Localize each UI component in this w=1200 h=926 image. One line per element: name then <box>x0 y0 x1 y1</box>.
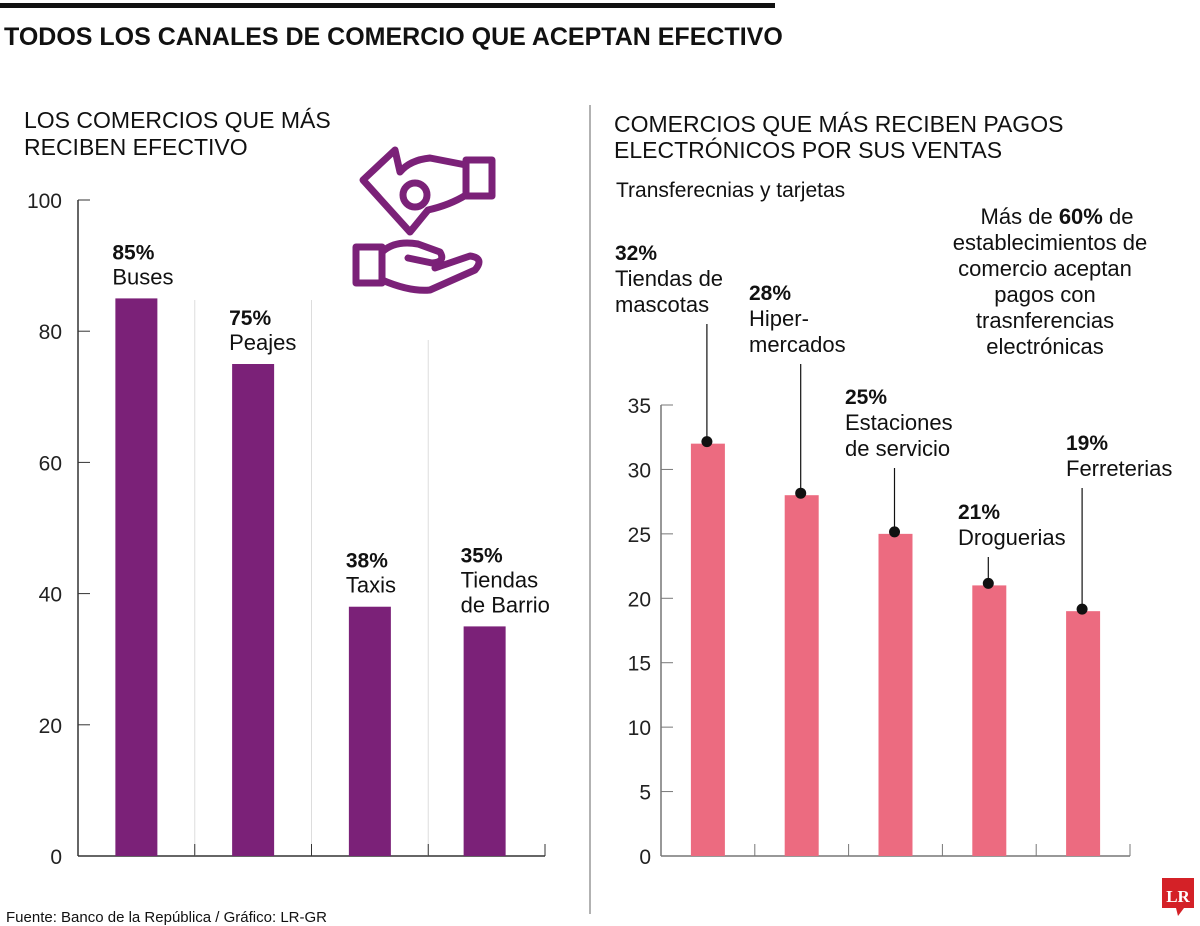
y-tick-label: 60 <box>39 452 62 475</box>
left-chart-title-line1: LOS COMERCIOS QUE MÁS <box>24 107 331 133</box>
leader-dot <box>889 526 900 538</box>
title-rule <box>0 3 775 8</box>
bar-droguerias <box>972 585 1007 856</box>
y-tick-label: 30 <box>628 459 651 482</box>
y-tick-label: 20 <box>39 715 62 738</box>
data-label: 32% <box>615 242 657 265</box>
left-chart: 0 20 40 60 80 100 85%Buses 75%Peajes 38%Taxis 35%… <box>27 190 550 869</box>
bar-estaciones-de-servicio <box>878 533 913 856</box>
y-tick-label: 0 <box>50 846 62 869</box>
annotation-line4: pagos con <box>994 282 1096 307</box>
category-label: mercados <box>749 332 846 357</box>
leader-dot <box>1076 603 1088 615</box>
y-tick-label: 25 <box>628 524 651 547</box>
data-label: 85% <box>112 241 154 264</box>
right-chart-title-line1: COMERCIOS QUE MÁS RECIBEN PAGOS <box>614 111 1063 137</box>
category-label: mascotas <box>615 292 709 317</box>
annotation-line6: electrónicas <box>986 334 1103 359</box>
leader-dot <box>982 577 994 589</box>
category-label: Ferreterias <box>1066 456 1172 481</box>
leader-dot <box>795 487 807 499</box>
lr-logo-text: LR <box>1166 887 1190 906</box>
left-chart-title-line2: RECIBEN EFECTIVO <box>24 134 248 160</box>
category-label: Tiendas <box>461 567 538 592</box>
y-tick-label: 40 <box>39 584 62 607</box>
category-label: Droguerias <box>958 525 1066 550</box>
data-label: 35% <box>461 544 503 567</box>
hand-giving-money-icon <box>352 146 496 294</box>
y-tick-label: 0 <box>639 846 651 869</box>
y-tick-label: 5 <box>639 782 651 805</box>
bar-taxis <box>348 606 391 856</box>
bar-ferreterias <box>1066 611 1101 856</box>
data-label: 21% <box>958 501 1000 524</box>
category-label: de Barrio <box>461 592 550 617</box>
category-label: de servicio <box>845 436 950 461</box>
annotation-line2: establecimientos de <box>953 230 1147 255</box>
data-label: 25% <box>845 386 887 409</box>
category-label: Buses <box>112 264 173 289</box>
page-title: TODOS LOS CANALES DE COMERCIO QUE ACEPTA… <box>4 23 783 51</box>
data-label: 75% <box>229 307 271 330</box>
lr-logo: LR <box>1162 878 1194 916</box>
category-label: Estaciones <box>845 410 953 435</box>
bar-hipermercados <box>784 495 819 856</box>
y-tick-label: 15 <box>628 653 651 676</box>
y-tick-label: 80 <box>39 321 62 344</box>
data-label: 19% <box>1066 432 1108 455</box>
annotation: Más de 60% de establecimientos de comerc… <box>953 204 1147 359</box>
annotation-line3: comercio aceptan <box>958 256 1132 281</box>
category-label: Tiendas de <box>615 266 723 291</box>
bar-peajes <box>232 364 275 856</box>
source-note: Fuente: Banco de la República / Gráfico:… <box>6 909 327 926</box>
data-label: 38% <box>346 550 388 573</box>
leader-dot <box>701 436 713 448</box>
y-tick-label: 10 <box>628 717 651 740</box>
y-tick-label: 35 <box>628 395 651 418</box>
data-label: 28% <box>749 282 791 305</box>
y-tick-label: 20 <box>628 588 651 611</box>
bar-tiendas-de-barrio <box>463 626 506 856</box>
annotation-line1: Más de 60% de <box>981 204 1134 229</box>
category-label: Hiper- <box>749 306 809 331</box>
annotation-line5: trasnferencias <box>976 308 1114 333</box>
y-tick-label: 100 <box>27 190 62 213</box>
bar-buses <box>115 298 158 856</box>
category-label: Taxis <box>346 573 396 598</box>
right-chart-subtitle: Transferecnias y tarjetas <box>616 179 845 202</box>
right-chart-title-line2: ELECTRÓNICOS POR SUS VENTAS <box>614 137 1002 163</box>
category-label: Peajes <box>229 330 296 355</box>
bar-tiendas-de-mascotas <box>690 443 725 856</box>
